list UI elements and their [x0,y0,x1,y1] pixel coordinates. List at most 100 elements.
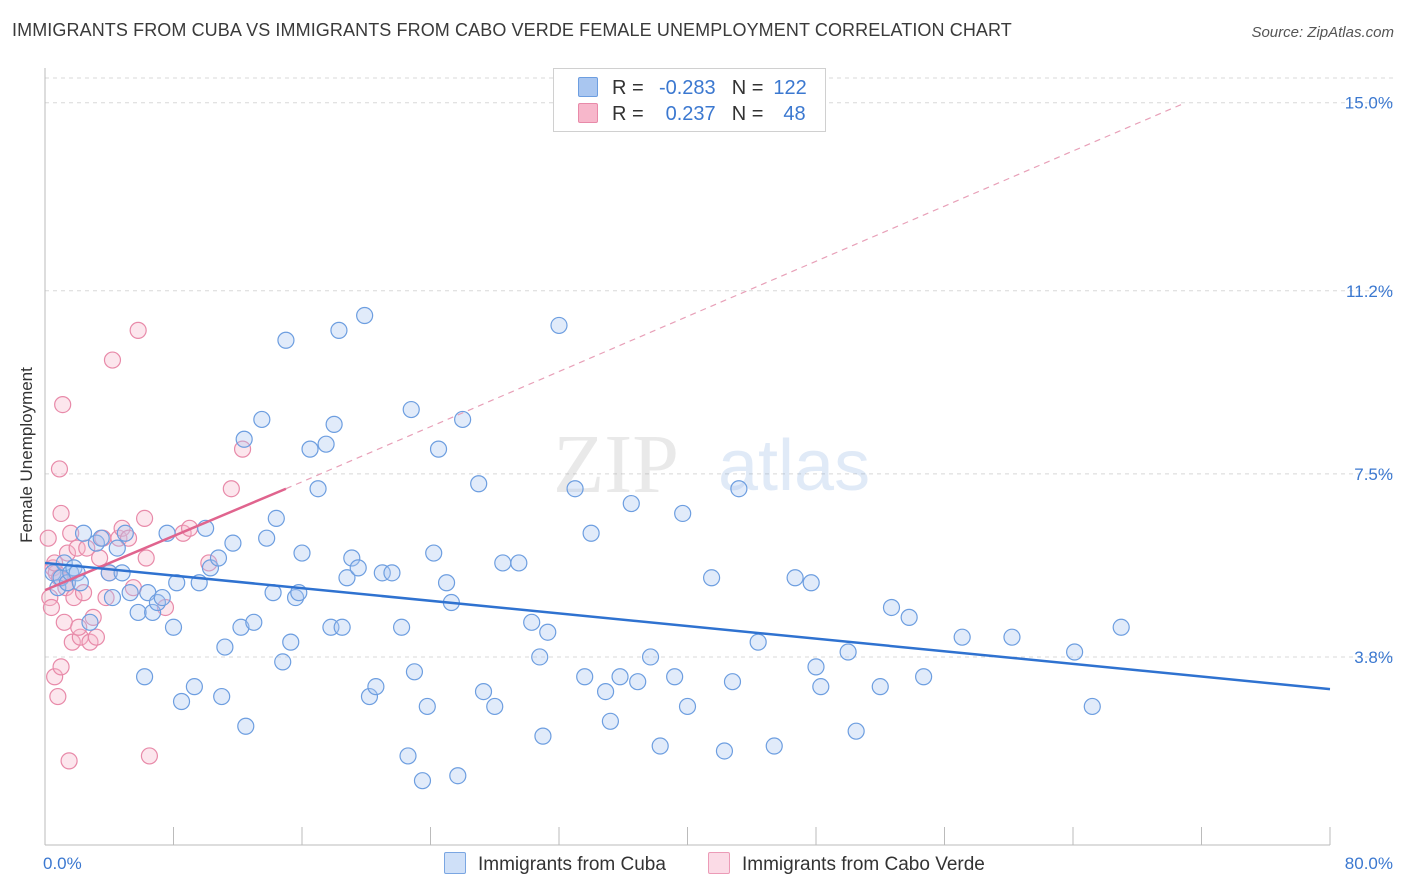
cabo-point-8 [52,658,70,676]
cuba-point-66 [392,618,411,636]
cabo-point-13 [58,544,77,562]
legend-r-value-cuba: -0.283 [658,77,716,99]
y-tick-label-0: 3.8% [1354,648,1393,667]
cuba-point-76 [454,410,472,429]
cabo-point-28 [103,351,122,369]
bottom-legend-cuba-label: Immigrants from Cuba [478,854,666,875]
cuba-point-79 [486,697,504,716]
cuba-point-11 [87,534,106,552]
cuba-point-113 [882,598,901,617]
cuba-point-115 [915,668,933,686]
cuba-point-78 [474,682,493,701]
legend-r-label: R = [612,103,644,125]
cuba-point-77 [470,475,488,493]
legend-n-value-cuba: 122 [773,77,807,99]
cuba-point-82 [523,613,541,631]
cuba-point-86 [550,316,568,335]
legend-row-cabo: R = 0.237 N = 48 [578,103,806,127]
cuba-point-81 [510,554,528,572]
cabo-point-23 [84,608,102,626]
cuba-trend-line [44,561,1331,691]
cuba-point-40 [245,613,263,631]
cuba-point-96 [651,737,669,755]
cuba-point-68 [402,400,420,419]
cabo-point-0 [39,529,57,547]
cabo-point-10 [54,395,72,414]
cuba-point-103 [730,480,748,498]
cabo-point-47 [87,628,106,646]
cuba-point-71 [418,697,436,716]
y-axis-label: Female Unemployment [17,367,36,543]
cuba-point-10 [81,613,99,631]
cuba-point-99 [678,697,697,716]
cuba-point-12 [92,529,110,547]
cuba-point-92 [611,668,629,686]
cuba-point-20 [135,668,154,686]
source-credit: Source: ZipAtlas.com [1251,24,1394,41]
cabo-trend-extended [285,102,1186,490]
cuba-point-14 [103,588,122,607]
legend-n-value-cabo: 48 [783,103,806,125]
cuba-points [44,306,1130,790]
cuba-point-65 [383,564,401,582]
y-tick-label-3: 15.0% [1345,94,1393,113]
cuba-point-57 [333,618,351,636]
trend-lines [44,102,1331,691]
cuba-point-9 [74,524,93,542]
cabo-point-11 [55,613,73,631]
cabo-point-26 [97,588,115,607]
cuba-point-42 [258,529,276,547]
cuba-point-22 [144,603,162,622]
cuba-point-102 [723,673,742,691]
cuba-point-105 [765,737,783,755]
cuba-point-17 [116,524,134,542]
cuba-point-74 [437,574,456,592]
cuba-point-52 [309,480,327,498]
cuba-point-48 [286,588,305,607]
cuba-point-107 [802,574,820,592]
cuba-point-61 [356,306,374,325]
cabo-swatch-icon [708,852,730,874]
cuba-point-101 [715,742,734,760]
cuba-point-62 [360,687,379,706]
cuba-point-26 [164,618,183,636]
cuba-point-47 [282,633,300,651]
y-tick-label-1: 7.5% [1354,465,1393,484]
legend-row-cuba: R = -0.283 N = 122 [578,77,807,101]
cuba-point-89 [582,524,600,542]
cuba-point-88 [576,668,594,686]
bottom-legend-cabo[interactable]: Immigrants from Cabo Verde [708,852,985,876]
cuba-point-80 [494,554,512,572]
cuba-point-90 [596,682,615,701]
cabo-point-30 [113,519,131,537]
bottom-legend-cuba[interactable]: Immigrants from Cuba [444,852,666,876]
cuba-point-95 [641,648,660,666]
cuba-point-28 [172,692,191,711]
cuba-point-15 [108,539,126,557]
cabo-point-31 [119,529,138,547]
cuba-point-23 [148,593,167,612]
cuba-point-67 [399,747,417,765]
cuba-point-85 [539,623,557,641]
cuba-point-56 [330,321,348,339]
legend-r-label: R = [612,77,644,99]
cuba-point-45 [274,653,292,671]
cuba-point-83 [531,648,549,666]
cuba-point-119 [1083,697,1101,716]
cabo-point-20 [74,584,93,602]
cuba-point-69 [405,663,424,681]
cuba-point-33 [209,549,228,567]
cabo-point-15 [62,524,80,542]
grid-lines [45,77,1393,658]
cuba-point-41 [253,410,271,429]
cuba-point-51 [301,440,319,458]
cuba-point-50 [293,544,311,562]
cuba-point-18 [121,584,139,602]
cuba-point-106 [786,569,804,587]
legend-n-label: N = [731,77,764,99]
cuba-point-97 [666,668,684,686]
cuba-point-93 [622,494,640,513]
cuba-point-46 [277,331,295,349]
chart-title: IMMIGRANTS FROM CUBA VS IMMIGRANTS FROM … [12,20,1012,40]
